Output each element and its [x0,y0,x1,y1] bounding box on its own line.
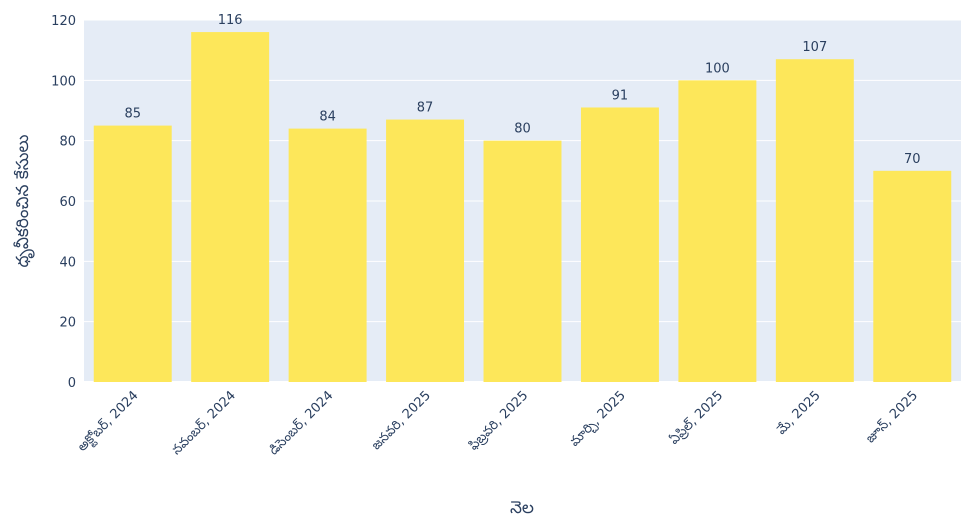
data-label: 116 [218,13,243,28]
y-tick-labels: 0 20 40 60 80 100 120 [51,14,76,391]
y-tick-label: 100 [51,74,76,89]
y-tick-label: 80 [59,135,76,150]
y-axis-title: ధృవీకరించిన కేసులు [13,134,35,267]
data-label: 100 [705,61,730,76]
y-tick-label: 40 [59,255,76,270]
x-tick-label: అక్టోబర్, 2024 [74,388,143,457]
bars [93,32,952,383]
y-tick-label: 120 [51,14,76,29]
y-tick-label: 20 [59,316,76,331]
x-tick-label: జూన్, 2025 [863,388,921,446]
y-tick-label: 60 [59,195,76,210]
bar [288,128,367,382]
bar [191,32,270,383]
bar [580,107,659,382]
x-axis-title: నెల [510,498,534,518]
x-tick-label: మార్చి, 2025 [567,388,629,450]
bar [678,80,757,382]
data-label: 70 [904,152,921,167]
data-label: 107 [802,40,827,55]
bar [873,170,952,382]
x-tick-label: జనవరి, 2025 [369,388,434,453]
x-tick-label: ఫిబ్రవరి, 2025 [466,388,531,453]
x-tick-label: డిసెంబర్, 2024 [266,388,336,458]
data-label: 91 [612,88,629,103]
bar [386,119,465,383]
bar [483,140,562,382]
y-tick-label: 0 [68,376,76,391]
data-label: 85 [124,107,141,122]
bar [775,59,854,382]
x-tick-label: ఏప్రిల్, 2025 [667,388,726,447]
data-label: 84 [319,110,336,125]
data-label: 87 [417,101,434,116]
bar [93,125,172,382]
data-label: 80 [514,122,531,137]
x-tick-label: నవంబర్, 2024 [169,388,239,458]
data-labels: 85 116 84 87 80 91 100 107 70 [124,13,920,167]
x-tick-labels: అక్టోబర్, 2024 నవంబర్, 2024 డిసెంబర్, 2024… [74,388,921,459]
x-tick-label: మే, 2025 [774,388,824,438]
